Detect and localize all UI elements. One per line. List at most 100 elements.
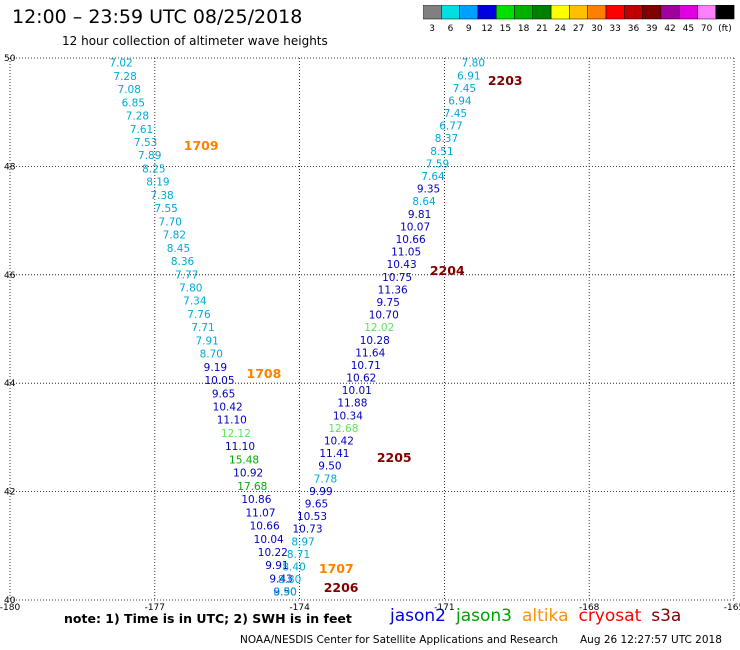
wave-height-value: 9.50 <box>273 587 296 599</box>
wave-height-value: 7.38 <box>150 190 173 202</box>
wave-height-value: 6.85 <box>122 97 145 109</box>
wave-height-value: 6.77 <box>439 121 462 133</box>
wave-height-value: 7.28 <box>126 111 149 123</box>
wave-height-value: 7.61 <box>130 124 153 136</box>
wave-height-value: 11.07 <box>245 507 275 519</box>
wave-height-value: 7.64 <box>421 171 445 183</box>
wave-height-value: 7.89 <box>138 150 161 162</box>
wave-height-value: 9.19 <box>204 362 227 374</box>
map-title: 12:00 – 23:59 UTC 08/25/2018 <box>12 6 303 28</box>
wave-height-value: 6.94 <box>448 95 472 107</box>
wave-height-value: 7.91 <box>195 335 218 347</box>
latitude-tick-label: 42 <box>4 488 15 498</box>
wave-height-value: 10.04 <box>254 534 284 546</box>
longitude-tick-label: -171 <box>434 603 454 613</box>
pass-time-label: 2205 <box>377 450 412 465</box>
legend-item-cryosat: cryosat <box>578 606 642 626</box>
wave-height-value: 10.01 <box>342 385 372 397</box>
wave-height-value: 8.97 <box>291 536 314 548</box>
colorbar-label: 12 <box>481 24 492 34</box>
latitude-tick-label: 50 <box>4 54 16 64</box>
colorbar-label: 9 <box>466 24 472 34</box>
colorbar-label: 33 <box>609 24 620 34</box>
wave-height-value: 10.66 <box>250 521 280 533</box>
wave-height-value: 6.91 <box>457 70 480 82</box>
legend-item-jason2: jason2 <box>390 606 446 626</box>
wave-height-value: 10.34 <box>333 410 363 422</box>
wave-height-value: 17.68 <box>237 481 267 493</box>
legend-item-jason3: jason3 <box>456 606 512 626</box>
wave-height-value: 10.62 <box>346 373 376 385</box>
colorbar-label: 15 <box>500 24 511 34</box>
latitude-tick-label: 46 <box>4 271 16 281</box>
credit-line: NOAA/NESDIS Center for Satellite Applica… <box>240 634 558 646</box>
colorbar-label: 27 <box>573 24 584 34</box>
wave-height-value: 9.75 <box>377 297 400 309</box>
colorbar-label: 42 <box>664 24 675 34</box>
pass-time-label: 1708 <box>247 366 282 381</box>
wave-height-value: 7.82 <box>163 230 186 242</box>
wave-height-value: 10.73 <box>292 524 322 536</box>
wave-height-value: 10.71 <box>351 360 381 372</box>
map-subtitle: 12 hour collection of altimeter wave hei… <box>62 34 328 48</box>
color-scale-bar: 3 6 9 12 15 18 21 24 27 30 33 36 39 42 45 70 (ft) <box>423 5 735 34</box>
pass-time-label: 1709 <box>184 138 219 153</box>
colorbar-swatch <box>715 5 735 20</box>
wave-height-value: 11.10 <box>217 415 247 427</box>
wave-height-value: 12.02 <box>364 322 394 334</box>
wave-height-value: 8.51 <box>430 146 453 158</box>
wave-height-value: 10.22 <box>258 547 288 559</box>
wave-height-value: 8.90 <box>273 587 296 599</box>
satellite-legend: jason2 jason3 altika cryosat s3a <box>390 606 691 626</box>
wave-height-value: 7.55 <box>154 203 177 215</box>
wave-height-value: 10.43 <box>387 259 417 271</box>
wave-height-value: 11.88 <box>337 398 367 410</box>
wave-height-value: 7.02 <box>109 58 132 70</box>
colorbar-label: 24 <box>555 24 567 34</box>
pass-labels: 2203 1709 2204 1708 2205 1707 2206 <box>184 73 523 595</box>
wave-height-value: 8.25 <box>142 163 165 175</box>
wave-height-value: 11.36 <box>378 284 408 296</box>
colorbar-label: 21 <box>536 24 547 34</box>
longitude-tick-label: -180 <box>0 603 20 613</box>
wave-height-value: 7.53 <box>134 137 157 149</box>
map-grid <box>9 57 735 601</box>
longitude-tick-label: -174 <box>289 603 310 613</box>
wave-height-value: 10.42 <box>324 436 354 448</box>
wave-height-value: 8.40 <box>282 561 305 573</box>
wave-height-value: 11.10 <box>225 441 255 453</box>
wave-height-value: 7.78 <box>314 473 337 485</box>
longitude-tick-label: -165 <box>724 603 740 613</box>
wave-height-value: 9.43 <box>269 573 292 585</box>
wave-height-value: 9.91 <box>265 560 288 572</box>
wave-height-value: 9.65 <box>212 388 235 400</box>
wave-height-value: 10.92 <box>233 468 263 480</box>
wave-height-value: 7.70 <box>159 216 182 228</box>
wave-height-value: 7.80 <box>462 58 485 70</box>
pass-time-label: 2203 <box>488 73 523 88</box>
wave-height-value: 7.45 <box>444 108 467 120</box>
wave-height-value: 8.80 <box>278 574 301 586</box>
wave-height-value: 8.19 <box>146 177 169 189</box>
colorbar-label: 70 <box>701 24 713 34</box>
legend-item-altika: altika <box>522 606 569 626</box>
longitude-tick-label: -168 <box>579 603 600 613</box>
legend-item-s3a: s3a <box>651 606 682 626</box>
colorbar-label: 45 <box>683 24 694 34</box>
units-note: note: 1) Time is in UTC; 2) SWH is in fe… <box>64 611 352 626</box>
colorbar-label: 6 <box>448 24 454 34</box>
pass-time-label: 2204 <box>430 263 465 278</box>
colorbar-label: 36 <box>628 24 640 34</box>
wave-height-value: 10.86 <box>241 494 271 506</box>
wave-height-value: 10.70 <box>369 310 399 322</box>
wave-height-value: 12.68 <box>328 423 358 435</box>
wave-height-value: 11.05 <box>391 247 421 259</box>
wave-height-value: 7.45 <box>453 83 476 95</box>
latitude-tick-label: 48 <box>4 162 16 172</box>
wave-height-value: 11.41 <box>319 448 349 460</box>
axis-ticks: -180 -177 -174 -171 -168 -165 50 48 46 44 42 40 <box>0 54 740 613</box>
wave-height-value: 7.59 <box>426 158 449 170</box>
colorbar-label: 39 <box>646 24 658 34</box>
wave-height-value: 7.08 <box>118 84 141 96</box>
